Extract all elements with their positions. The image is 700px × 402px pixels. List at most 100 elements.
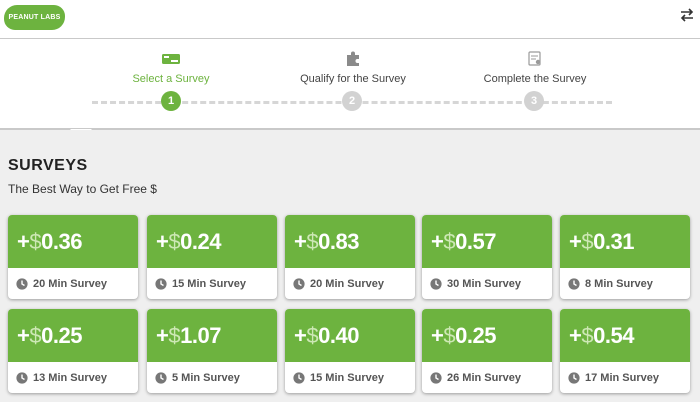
- step-number-3: 3: [524, 91, 544, 111]
- survey-card[interactable]: +$0.31 8 Min Survey: [560, 215, 690, 299]
- reward-amount: 1.07: [180, 323, 221, 348]
- logo-text: PEANUT LABS: [8, 14, 61, 21]
- survey-reward: +$0.25: [422, 309, 552, 362]
- survey-reward: +$0.24: [147, 215, 277, 268]
- reward-amount: 0.40: [318, 323, 359, 348]
- steps-divider: [0, 128, 700, 130]
- reward-currency: $: [168, 229, 181, 254]
- swap-arrows-icon[interactable]: [680, 7, 694, 23]
- reward-plus: +: [17, 229, 30, 254]
- step-qualify-survey: Qualify for the Survey: [273, 51, 433, 86]
- survey-card[interactable]: +$0.54 17 Min Survey: [560, 309, 690, 393]
- reward-amount: 0.25: [455, 323, 496, 348]
- reward-currency: $: [581, 229, 594, 254]
- survey-reward: +$0.83: [285, 215, 415, 268]
- peanut-labs-logo[interactable]: PEANUT LABS: [4, 5, 65, 30]
- clock-icon: [568, 277, 580, 290]
- survey-duration: 15 Min Survey: [310, 371, 384, 384]
- survey-reward: +$0.31: [560, 215, 690, 268]
- step-label: Qualify for the Survey: [300, 73, 406, 85]
- top-bar: PEANUT LABS: [0, 0, 700, 39]
- survey-card[interactable]: +$1.07 5 Min Survey: [147, 309, 277, 393]
- clock-icon: [430, 277, 442, 290]
- survey-card[interactable]: +$0.25 13 Min Survey: [8, 309, 138, 393]
- survey-duration-row: 17 Min Survey: [560, 362, 690, 393]
- reward-currency: $: [581, 323, 594, 348]
- reward-currency: $: [306, 323, 319, 348]
- survey-card[interactable]: +$0.36 20 Min Survey: [8, 215, 138, 299]
- clock-icon: [430, 371, 442, 384]
- reward-amount: 0.57: [455, 229, 496, 254]
- survey-duration-row: 26 Min Survey: [422, 362, 552, 393]
- survey-card[interactable]: +$0.83 20 Min Survey: [285, 215, 415, 299]
- section-title: SURVEYS: [8, 157, 88, 174]
- survey-duration: 20 Min Survey: [33, 277, 107, 290]
- survey-duration-row: 20 Min Survey: [285, 268, 415, 299]
- survey-duration-row: 8 Min Survey: [560, 268, 690, 299]
- reward-plus: +: [156, 323, 169, 348]
- survey-reward: +$0.40: [285, 309, 415, 362]
- puzzle-piece-icon: [347, 51, 359, 66]
- step-label: Select a Survey: [132, 73, 210, 85]
- reward-plus: +: [431, 323, 444, 348]
- survey-duration-row: 5 Min Survey: [147, 362, 277, 393]
- certificate-icon: [528, 51, 541, 66]
- survey-card[interactable]: +$0.40 15 Min Survey: [285, 309, 415, 393]
- reward-plus: +: [156, 229, 169, 254]
- reward-plus: +: [431, 229, 444, 254]
- step-label: Complete the Survey: [483, 73, 587, 85]
- survey-card[interactable]: +$0.57 30 Min Survey: [422, 215, 552, 299]
- survey-reward: +$0.36: [8, 215, 138, 268]
- survey-duration: 5 Min Survey: [172, 371, 240, 384]
- reward-plus: +: [17, 323, 30, 348]
- survey-duration-row: 20 Min Survey: [8, 268, 138, 299]
- reward-amount: 0.25: [41, 323, 82, 348]
- step-complete-survey: Complete the Survey: [455, 51, 615, 86]
- survey-reward: +$0.25: [8, 309, 138, 362]
- survey-reward: +$1.07: [147, 309, 277, 362]
- reward-amount: 0.24: [180, 229, 221, 254]
- survey-card[interactable]: +$0.25 26 Min Survey: [422, 309, 552, 393]
- survey-duration: 20 Min Survey: [310, 277, 384, 290]
- survey-duration-row: 30 Min Survey: [422, 268, 552, 299]
- reward-currency: $: [443, 323, 456, 348]
- survey-duration: 15 Min Survey: [172, 277, 246, 290]
- progress-steps: Select a Survey 1 Qualify for the Survey…: [0, 40, 700, 129]
- clock-icon: [568, 371, 580, 384]
- survey-duration: 30 Min Survey: [447, 277, 521, 290]
- reward-plus: +: [569, 323, 582, 348]
- reward-plus: +: [569, 229, 582, 254]
- reward-amount: 0.31: [593, 229, 634, 254]
- clock-icon: [155, 371, 167, 384]
- survey-card-icon: [162, 54, 180, 64]
- reward-currency: $: [29, 323, 42, 348]
- clock-icon: [155, 277, 167, 290]
- survey-card[interactable]: +$0.24 15 Min Survey: [147, 215, 277, 299]
- clock-icon: [293, 371, 305, 384]
- reward-currency: $: [306, 229, 319, 254]
- step-number-1: 1: [161, 91, 181, 111]
- section-subtitle: The Best Way to Get Free $: [8, 182, 157, 196]
- survey-duration-row: 15 Min Survey: [285, 362, 415, 393]
- survey-duration: 26 Min Survey: [447, 371, 521, 384]
- clock-icon: [16, 277, 28, 290]
- step-select-survey: Select a Survey: [91, 51, 251, 86]
- survey-reward: +$0.57: [422, 215, 552, 268]
- reward-currency: $: [443, 229, 456, 254]
- survey-duration-row: 15 Min Survey: [147, 268, 277, 299]
- reward-currency: $: [168, 323, 181, 348]
- survey-duration-row: 13 Min Survey: [8, 362, 138, 393]
- clock-icon: [293, 277, 305, 290]
- reward-plus: +: [294, 229, 307, 254]
- survey-reward: +$0.54: [560, 309, 690, 362]
- reward-plus: +: [294, 323, 307, 348]
- reward-amount: 0.83: [318, 229, 359, 254]
- reward-currency: $: [29, 229, 42, 254]
- survey-duration: 8 Min Survey: [585, 277, 653, 290]
- survey-duration: 13 Min Survey: [33, 371, 107, 384]
- survey-duration: 17 Min Survey: [585, 371, 659, 384]
- clock-icon: [16, 371, 28, 384]
- reward-amount: 0.36: [41, 229, 82, 254]
- step-number-2: 2: [342, 91, 362, 111]
- reward-amount: 0.54: [593, 323, 634, 348]
